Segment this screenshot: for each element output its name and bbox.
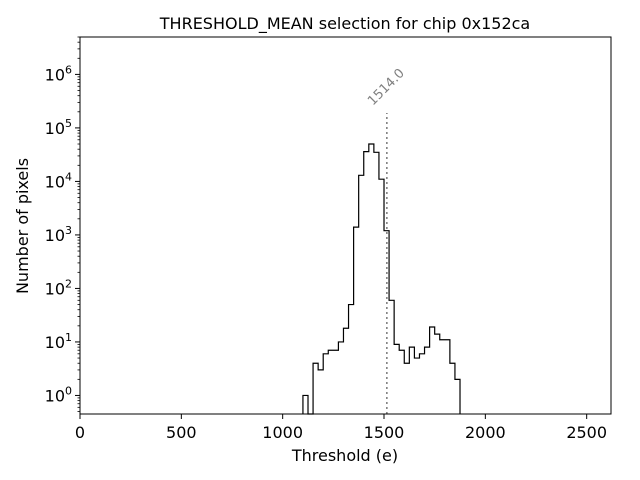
histogram-bin: [450, 363, 455, 414]
y-tick-label: 103: [45, 224, 72, 245]
y-tick-base: 10: [45, 119, 65, 138]
x-tick-label: 500: [166, 423, 197, 442]
y-tick-exponent: 4: [65, 170, 72, 183]
histogram-bin: [359, 175, 364, 414]
chart-title: THRESHOLD_MEAN selection for chip 0x152c…: [159, 14, 530, 34]
y-tick-label: 102: [45, 277, 72, 298]
histogram-bin: [374, 152, 379, 414]
histogram-bin: [399, 350, 404, 414]
histogram-bin: [435, 334, 440, 414]
histogram-bin: [404, 363, 409, 414]
y-tick-label: 104: [45, 170, 72, 191]
y-tick-base: 10: [45, 172, 65, 191]
y-tick-label: 100: [45, 384, 72, 405]
x-tick-label: 2000: [465, 423, 506, 442]
histogram-bin: [328, 350, 333, 414]
histogram-bin: [409, 347, 414, 414]
histogram-step-line: [302, 143, 461, 415]
histogram-bin: [389, 300, 394, 414]
histogram-bin: [349, 305, 354, 414]
x-tick-label: 2500: [566, 423, 607, 442]
histogram-bin: [343, 328, 348, 414]
histogram-bin: [369, 144, 374, 414]
histogram-bin: [445, 340, 450, 414]
histogram-bin: [303, 395, 308, 414]
histogram-bin: [323, 354, 328, 414]
x-tick-label: 0: [75, 423, 85, 442]
y-tick-label: 106: [45, 63, 72, 84]
y-axis-label: Number of pixels: [13, 158, 32, 294]
y-tick-exponent: 3: [65, 224, 72, 237]
x-tick-label: 1000: [262, 423, 303, 442]
histogram-bin: [425, 347, 430, 414]
histogram-bin: [354, 227, 359, 414]
y-tick-label: 105: [45, 117, 72, 138]
x-axis-label: Threshold (e): [291, 446, 398, 465]
y-tick-base: 10: [45, 279, 65, 298]
y-tick-base: 10: [45, 386, 65, 405]
histogram-bin: [394, 344, 399, 414]
histogram-bin: [455, 379, 460, 414]
selection-marker-label: 1514.0: [365, 66, 408, 109]
histogram-bin: [364, 152, 369, 414]
histogram-bin: [419, 354, 424, 414]
plot-frame: [79, 36, 612, 415]
histogram-bin: [414, 358, 419, 414]
x-tick-label: 1500: [364, 423, 405, 442]
y-tick-base: 10: [45, 226, 65, 245]
y-tick-exponent: 1: [65, 331, 72, 344]
y-tick-label: 101: [45, 331, 72, 352]
histogram-bin: [379, 179, 384, 414]
y-tick-exponent: 0: [65, 384, 72, 397]
y-tick-exponent: 5: [65, 117, 72, 130]
histogram-bin: [333, 350, 338, 414]
histogram-bin: [338, 342, 343, 414]
histogram-bin: [313, 363, 318, 414]
histogram-bin: [318, 370, 323, 414]
y-tick-base: 10: [45, 333, 65, 352]
histogram-bin: [430, 327, 435, 414]
y-tick-exponent: 2: [65, 277, 72, 290]
y-tick-base: 10: [45, 65, 65, 84]
histogram-bin: [440, 340, 445, 414]
y-tick-exponent: 6: [65, 63, 72, 76]
